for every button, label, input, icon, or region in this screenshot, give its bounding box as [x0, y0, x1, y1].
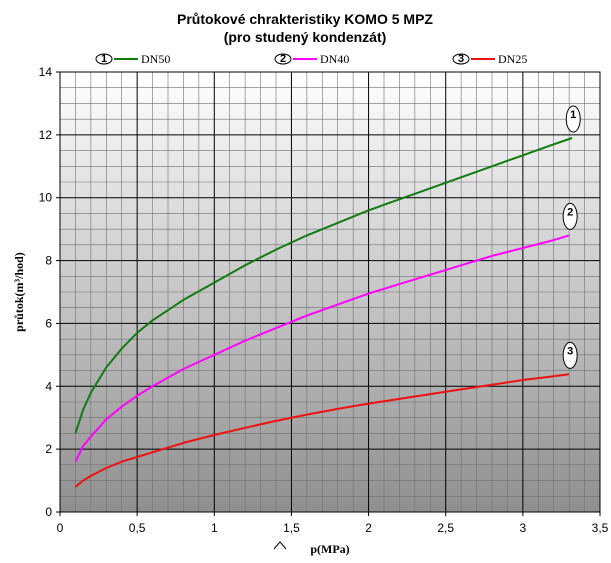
- legend-label: DN50: [141, 52, 170, 66]
- x-tick-label: 3,5: [592, 521, 609, 535]
- x-tick-label: 0: [57, 521, 64, 535]
- x-tick-label: 2: [365, 521, 372, 535]
- legend-marker-label: 3: [458, 53, 464, 65]
- legend-item-dn40: 2 DN40: [274, 52, 349, 66]
- y-tick-label: 10: [39, 191, 53, 205]
- x-tick-label: 1: [211, 521, 218, 535]
- y-tick-label: 2: [45, 442, 52, 456]
- legend-label: DN25: [498, 52, 527, 66]
- chart-subtitle: (pro studený kondenzát): [224, 29, 387, 45]
- x-tick-label: 0,5: [129, 521, 146, 535]
- legend-label: DN40: [320, 52, 349, 66]
- series-end-marker-label: 2: [567, 206, 573, 218]
- series-lines: [74, 137, 573, 488]
- x-tick-label: 1,5: [283, 521, 300, 535]
- y-tick-label: 8: [45, 254, 52, 268]
- series-markers: 1 2 3: [562, 105, 581, 369]
- plot-border: [59, 71, 601, 513]
- minor-grid: [60, 72, 600, 512]
- series-line-dn40: [74, 234, 570, 463]
- series-end-marker-label: 3: [567, 345, 573, 357]
- chart-title: Průtokové chrakteristiky KOMO 5 MPZ: [177, 11, 433, 27]
- series-end-marker: 1: [565, 105, 581, 133]
- series-line-dn25: [74, 373, 570, 488]
- series-end-marker-oval: [565, 105, 581, 133]
- series-end-marker-label: 1: [570, 109, 576, 121]
- legend-item-dn50: 1 DN50: [95, 52, 170, 66]
- legend-marker-oval: [452, 53, 470, 65]
- x-tick-label: 3: [520, 521, 527, 535]
- y-tick-label: 4: [45, 379, 52, 393]
- x-tick-label: 2,5: [437, 521, 454, 535]
- y-axis-label: průtok(m³/hod): [12, 252, 26, 332]
- legend-marker-label: 2: [280, 53, 286, 65]
- legend-marker-oval: [274, 53, 292, 65]
- series-end-marker: 2: [562, 202, 578, 230]
- legend: 1 DN50 2 DN40 3 DN25: [95, 52, 527, 66]
- series-end-marker-oval: [562, 341, 578, 369]
- y-axis-ticks: 0 2 4 6 8 10 12 14: [39, 65, 60, 519]
- series-line-dn50: [74, 137, 573, 434]
- x-axis-ticks: 0 0,5 1 1,5 2 2,5 3 3,5: [57, 512, 609, 535]
- y-tick-label: 14: [39, 65, 53, 79]
- y-tick-label: 12: [39, 128, 53, 142]
- legend-marker-label: 1: [101, 53, 107, 65]
- x-axis-label: p(MPa): [310, 542, 349, 556]
- y-tick-label: 6: [45, 316, 52, 330]
- series-end-marker: 3: [562, 341, 578, 369]
- caret-icon: [273, 541, 287, 550]
- legend-item-dn25: 3 DN25: [452, 52, 527, 66]
- legend-marker-oval: [95, 53, 113, 65]
- y-tick-label: 0: [45, 505, 52, 519]
- series-end-marker-oval: [562, 202, 578, 230]
